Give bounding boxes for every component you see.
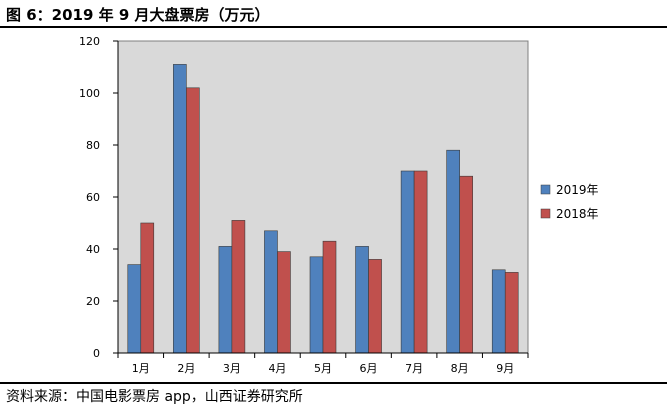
top-rule	[0, 26, 667, 28]
x-tick-label: 8月	[451, 362, 469, 375]
x-tick-label: 9月	[496, 362, 514, 375]
legend: 2019年 2018年	[540, 183, 599, 221]
bar-2019年-7月	[400, 170, 415, 354]
figure-source: 资料来源：中国电影票房 app，山西证券研究所	[6, 389, 303, 405]
bar-2019年-9月	[491, 269, 506, 354]
bar-2018年-4月	[277, 251, 291, 354]
y-tick-label: 0	[93, 347, 100, 360]
figure-title: 图 6：2019 年 9 月大盘票房（万元）	[6, 6, 270, 24]
x-tick-label: 4月	[268, 362, 286, 375]
bar-2018年-8月	[459, 175, 473, 354]
bar-2019年-1月	[127, 264, 142, 354]
bar-2019年-3月	[218, 246, 233, 354]
bar-2019年-8月	[446, 149, 460, 354]
bar-2018年-9月	[504, 272, 519, 354]
bar-2018年-7月	[413, 170, 428, 354]
y-tick-label: 60	[86, 191, 100, 204]
bar-2018年-2月	[186, 87, 200, 354]
y-tick-label: 100	[79, 87, 100, 100]
y-tick-label: 20	[86, 295, 100, 308]
y-tick-label: 80	[86, 139, 100, 152]
bar-2019年-4月	[264, 230, 278, 354]
bar-2019年-5月	[309, 256, 324, 354]
bar-2018年-1月	[140, 222, 155, 354]
bar-2018年-5月	[322, 240, 337, 354]
x-tick-label: 6月	[360, 362, 378, 375]
bar-chart: 0 20 40 60 80 100 120 1月 2月 3月 4月 5月 6月 7月 8月 9月 2019年…	[79, 35, 599, 375]
x-tick-label: 1月	[132, 362, 150, 375]
x-tick-label: 7月	[405, 362, 423, 375]
y-tick-label: 40	[86, 243, 100, 256]
legend-swatch-2019年	[540, 184, 551, 195]
bar-2019年-2月	[173, 64, 187, 354]
bottom-rule	[0, 382, 667, 384]
bars-group	[127, 64, 519, 354]
x-tick-label: 3月	[223, 362, 241, 375]
x-tick-label: 2月	[177, 362, 195, 375]
bar-2018年-6月	[368, 259, 382, 354]
legend-swatch-2018年	[540, 208, 551, 219]
legend-label-2019年: 2019年	[556, 183, 599, 197]
x-axis: 1月 2月 3月 4月 5月 6月 7月 8月 9月	[117, 352, 529, 375]
y-axis: 0 20 40 60 80 100 120	[79, 35, 119, 360]
legend-label-2018年: 2018年	[556, 207, 599, 221]
bar-2019年-6月	[355, 246, 369, 354]
y-tick-label: 120	[79, 35, 100, 48]
x-tick-label: 5月	[314, 362, 332, 375]
bar-2018年-3月	[231, 220, 246, 354]
